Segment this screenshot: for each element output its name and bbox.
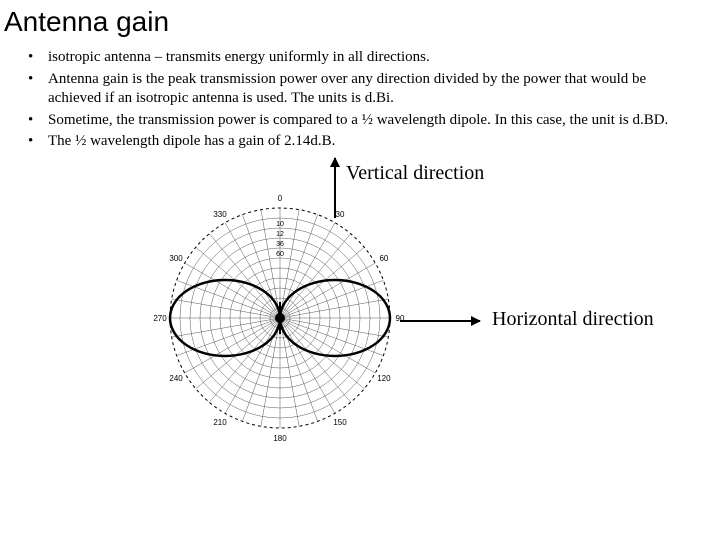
svg-text:36: 36 (276, 241, 284, 248)
svg-text:90: 90 (396, 314, 405, 323)
svg-text:300: 300 (169, 254, 183, 263)
svg-text:150: 150 (333, 417, 347, 426)
svg-text:12: 12 (276, 231, 284, 238)
polar-radiation-diagram: 0 30 60 90 120 150 180 210 240 270 300 330 10 12 36 60 (150, 188, 410, 448)
svg-text:240: 240 (169, 374, 183, 383)
svg-text:120: 120 (377, 374, 391, 383)
diagram-container: Vertical direction Horizontal direction … (0, 158, 720, 478)
list-item: Sometime, the transmission power is comp… (48, 111, 698, 131)
page-title: Antenna gain (0, 0, 720, 48)
svg-text:210: 210 (213, 417, 227, 426)
svg-text:10: 10 (276, 221, 284, 228)
svg-text:0: 0 (278, 194, 283, 203)
svg-text:60: 60 (276, 251, 284, 258)
bullet-list: isotropic antenna – transmits energy uni… (0, 48, 720, 152)
list-item: The ½ wavelength dipole has a gain of 2.… (48, 132, 698, 152)
svg-text:30: 30 (336, 210, 345, 219)
horizontal-arrow-icon (400, 320, 480, 322)
vertical-direction-label: Vertical direction (346, 162, 484, 185)
svg-text:270: 270 (153, 314, 167, 323)
svg-text:330: 330 (213, 210, 227, 219)
svg-text:60: 60 (379, 254, 388, 263)
list-item: Antenna gain is the peak transmission po… (48, 70, 698, 109)
horizontal-direction-label: Horizontal direction (492, 308, 654, 331)
list-item: isotropic antenna – transmits energy uni… (48, 48, 698, 68)
svg-text:180: 180 (273, 434, 287, 443)
